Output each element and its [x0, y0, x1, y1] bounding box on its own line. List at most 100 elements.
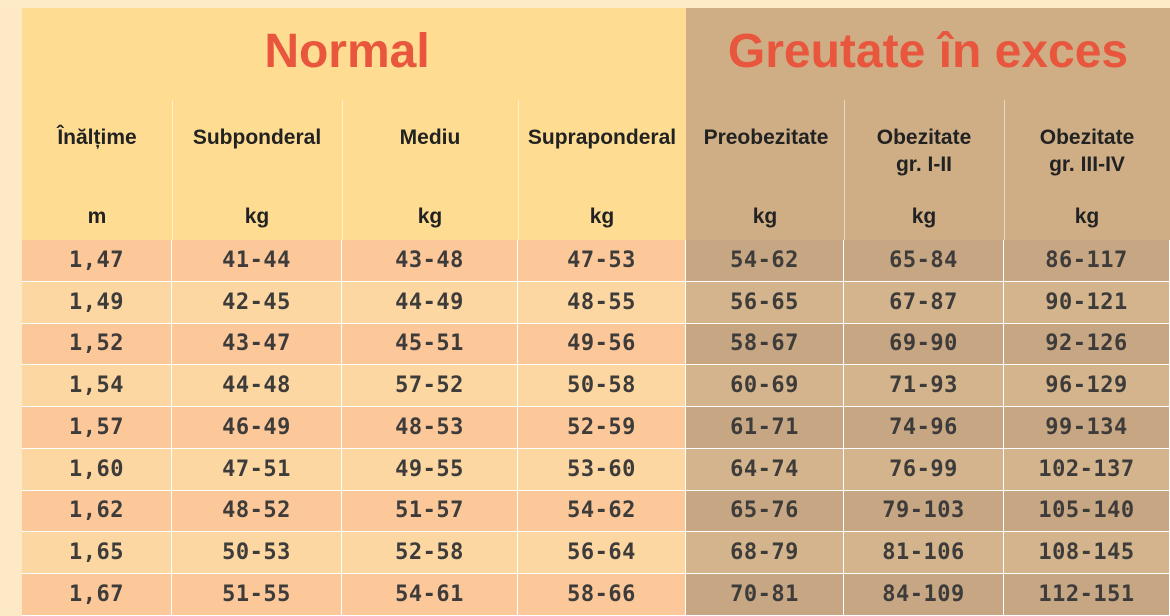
height-cell: 1,52	[22, 323, 172, 365]
weight-range-cell: 68-79	[686, 532, 844, 573]
column-header-line: Obezitate	[876, 126, 972, 149]
table-row: 1,65 50-53 52-58 56-64 68-79 81-106 108-145	[22, 532, 1170, 574]
weight-range-cell: 58-66	[518, 574, 686, 615]
column-header-obesity-3-4: Obezitate gr. III-IV	[1004, 124, 1170, 178]
top-band	[0, 0, 1170, 8]
weight-range-cell: 46-49	[172, 407, 342, 448]
column-header-line: gr. III-IV	[1049, 153, 1125, 176]
weight-range-cell: 52-58	[342, 532, 518, 573]
column-header-underweight: Subponderal	[172, 124, 342, 151]
column-unit: kg	[752, 205, 778, 228]
weight-range-cell: 65-76	[686, 490, 844, 532]
weight-range-cell: 99-134	[1004, 407, 1170, 448]
weight-range-cell: 43-48	[342, 240, 518, 281]
weight-range-cell: 54-62	[518, 490, 686, 532]
weight-range-cell: 105-140	[1004, 490, 1170, 532]
weight-range-cell: 67-87	[844, 281, 1004, 323]
weight-range-cell: 49-55	[342, 448, 518, 490]
weight-range-cell: 42-45	[172, 281, 342, 323]
excess-header-panel	[686, 8, 1170, 240]
weight-range-cell: 64-74	[686, 448, 844, 490]
table-body: 1,47 41-44 43-48 47-53 54-62 65-84 86-117 1,49 4…	[22, 240, 1170, 616]
height-cell: 1,47	[22, 240, 172, 281]
column-header-average: Mediu	[342, 124, 518, 151]
weight-range-cell: 79-103	[844, 490, 1004, 532]
column-unit: kg	[417, 205, 443, 228]
column-header-line: Supraponderal	[527, 126, 677, 149]
column-unit: m	[87, 205, 107, 228]
height-cell: 1,62	[22, 490, 172, 532]
weight-range-cell: 96-129	[1004, 365, 1170, 406]
weight-range-cell: 90-121	[1004, 281, 1170, 323]
weight-range-cell: 56-65	[686, 281, 844, 323]
weight-range-cell: 65-84	[844, 240, 1004, 281]
weight-range-cell: 49-56	[518, 323, 686, 365]
table-row: 1,54 44-48 57-52 50-58 60-69 71-93 96-129	[22, 365, 1170, 407]
weight-range-cell: 53-60	[518, 448, 686, 490]
weight-range-cell: 44-49	[342, 281, 518, 323]
weight-range-cell: 50-58	[518, 365, 686, 406]
column-header-obesity-1-2: Obezitate gr. I-II	[844, 124, 1004, 178]
weight-range-cell: 58-67	[686, 323, 844, 365]
weight-range-cell: 45-51	[342, 323, 518, 365]
height-cell: 1,57	[22, 407, 172, 448]
column-header-line: Mediu	[399, 126, 461, 149]
weight-range-cell: 57-52	[342, 365, 518, 406]
column-header-height: Înălțime	[22, 124, 172, 151]
weight-range-cell: 47-51	[172, 448, 342, 490]
weight-range-cell: 51-57	[342, 490, 518, 532]
header-divider	[342, 100, 343, 240]
weight-range-cell: 81-106	[844, 532, 1004, 573]
header-divider	[518, 100, 519, 240]
height-cell: 1,54	[22, 365, 172, 406]
table-row: 1,67 51-55 54-61 58-66 70-81 84-109 112-151	[22, 574, 1170, 616]
weight-range-cell: 102-137	[1004, 448, 1170, 490]
header-divider	[844, 100, 845, 240]
weight-range-cell: 47-53	[518, 240, 686, 281]
weight-range-cell: 50-53	[172, 532, 342, 573]
weight-range-cell: 60-69	[686, 365, 844, 406]
weight-range-cell: 51-55	[172, 574, 342, 615]
column-unit: kg	[589, 205, 615, 228]
column-header-line: Obezitate	[1039, 126, 1135, 149]
weight-range-cell: 44-48	[172, 365, 342, 406]
weight-range-cell: 54-62	[686, 240, 844, 281]
weight-range-cell: 108-145	[1004, 532, 1170, 573]
table-row: 1,60 47-51 49-55 53-60 64-74 76-99 102-137	[22, 448, 1170, 491]
weight-range-cell: 61-71	[686, 407, 844, 448]
weight-range-cell: 52-59	[518, 407, 686, 448]
column-header-line: Înălțime	[57, 126, 137, 149]
height-cell: 1,49	[22, 281, 172, 323]
table-row: 1,52 43-47 45-51 49-56 58-67 69-90 92-126	[22, 323, 1170, 366]
group-title-normal: Normal	[264, 25, 430, 78]
weight-range-cell: 70-81	[686, 574, 844, 615]
normal-header-panel	[22, 8, 686, 240]
weight-range-cell: 86-117	[1004, 240, 1170, 281]
weight-range-cell: 56-64	[518, 532, 686, 573]
weight-range-cell: 84-109	[844, 574, 1004, 615]
weight-range-cell: 54-61	[342, 574, 518, 615]
column-header-preobesity: Preobezitate	[688, 124, 844, 151]
table-row: 1,62 48-52 51-57 54-62 65-76 79-103 105-140	[22, 490, 1170, 533]
weight-range-cell: 71-93	[844, 365, 1004, 406]
weight-range-cell: 69-90	[844, 323, 1004, 365]
table-row: 1,49 42-45 44-49 48-55 56-65 67-87 90-121	[22, 281, 1170, 324]
weight-range-cell: 48-53	[342, 407, 518, 448]
column-unit: kg	[1074, 205, 1100, 228]
weight-range-cell: 92-126	[1004, 323, 1170, 365]
weight-range-cell: 112-151	[1004, 574, 1170, 615]
column-unit: kg	[244, 205, 270, 228]
height-cell: 1,67	[22, 574, 172, 615]
header-divider	[172, 100, 173, 240]
height-cell: 1,65	[22, 532, 172, 573]
weight-range-cell: 74-96	[844, 407, 1004, 448]
weight-range-cell: 76-99	[844, 448, 1004, 490]
weight-range-cell: 41-44	[172, 240, 342, 281]
column-header-line: Subponderal	[192, 126, 322, 149]
table-row: 1,57 46-49 48-53 52-59 61-71 74-96 99-134	[22, 407, 1170, 449]
weight-range-cell: 48-52	[172, 490, 342, 532]
column-header-overweight: Supraponderal	[510, 124, 694, 151]
height-cell: 1,60	[22, 448, 172, 490]
header-divider	[1004, 100, 1005, 240]
